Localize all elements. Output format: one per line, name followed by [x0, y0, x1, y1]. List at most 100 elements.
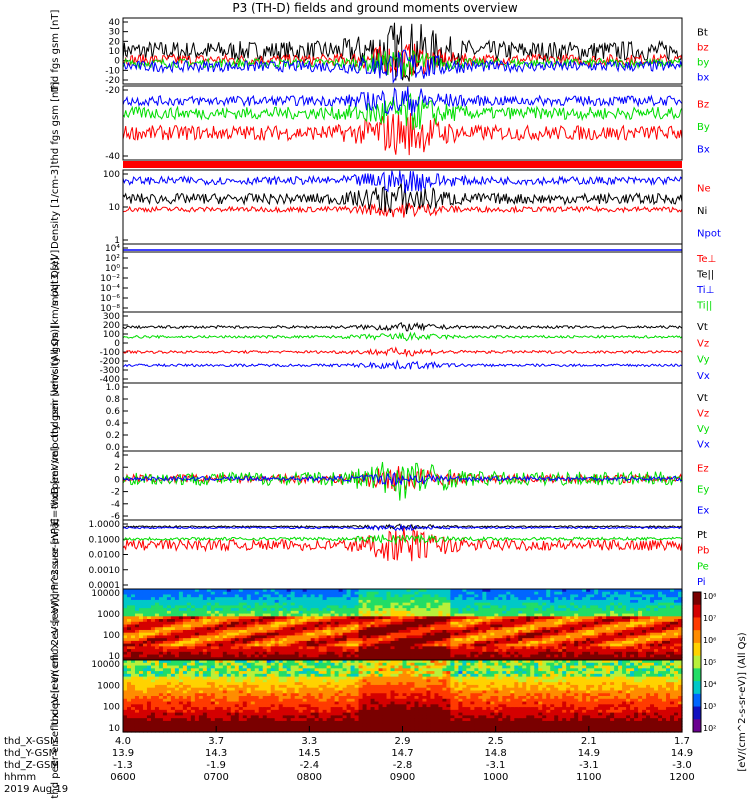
- spectrogram-cell: [286, 660, 292, 664]
- spectrogram-cell: [638, 657, 643, 661]
- spectrogram-cell: [490, 599, 495, 604]
- spectrogram-cell: [638, 613, 643, 617]
- spectrogram-cell: [266, 690, 272, 694]
- spectrogram-cell: [298, 619, 304, 623]
- spectrogram-cell: [138, 597, 144, 601]
- spectrogram-cell: [378, 657, 384, 661]
- spectrogram-cell: [186, 704, 192, 708]
- spectrogram-cell: [602, 599, 607, 604]
- spectrogram-cell: [138, 676, 144, 680]
- spectrogram-cell: [230, 676, 236, 680]
- spectrogram-cell: [382, 640, 388, 645]
- spectrogram-cell: [130, 638, 136, 642]
- spectrogram-cell: [578, 589, 583, 593]
- spectrogram-cell: [130, 646, 136, 650]
- spectrogram-cell: [634, 632, 639, 637]
- spectrogram-cell: [278, 729, 284, 733]
- spectrogram-cell: [306, 605, 312, 609]
- y-tick-label: 200: [103, 321, 120, 331]
- spectrogram-cell: [642, 638, 647, 642]
- spectrogram-cell: [198, 718, 204, 722]
- spectrogram-cell: [170, 720, 176, 725]
- spectrogram-cell: [486, 594, 491, 598]
- spectrogram-cell: [586, 608, 591, 612]
- spectrogram-cell: [498, 602, 503, 606]
- spectrogram-cell: [542, 632, 547, 637]
- spectrogram-cell: [498, 591, 503, 596]
- spectrogram-cell: [454, 610, 459, 615]
- spectrogram-cell: [130, 651, 136, 656]
- spectrogram-cell: [658, 613, 663, 617]
- spectrogram-cell: [374, 638, 380, 642]
- spectrogram-cell: [158, 632, 164, 637]
- spectrogram-cell: [290, 698, 296, 703]
- spectrogram-cell: [206, 613, 212, 617]
- spectrogram-cell: [206, 591, 212, 596]
- spectrogram-cell: [182, 627, 188, 631]
- spectrogram-cell: [602, 640, 607, 645]
- spectrogram-cell: [570, 643, 575, 647]
- spectrogram-cell: [426, 597, 432, 601]
- spectrogram-cell: [234, 646, 240, 650]
- spectrogram-cell: [594, 597, 599, 601]
- spectrogram-cell: [534, 657, 539, 661]
- spectrogram-cell: [542, 621, 547, 626]
- spectrogram-cell: [322, 646, 328, 650]
- spectrogram-cell: [170, 676, 176, 680]
- spectrogram-cell: [542, 627, 547, 631]
- spectrogram-cell: [382, 591, 388, 596]
- spectrogram-cell: [674, 627, 679, 631]
- spectrogram-cell: [270, 679, 276, 683]
- spectrogram-cell: [254, 726, 260, 730]
- spectrogram-cell: [170, 687, 176, 692]
- spectrogram-cell: [178, 712, 184, 716]
- spectrogram-cell: [154, 665, 160, 669]
- spectrogram-cell: [218, 712, 224, 716]
- legend-entry: Pb: [697, 546, 709, 557]
- spectrogram-cell: [222, 627, 228, 631]
- spectrogram-cell: [294, 599, 300, 604]
- spectrogram-cell: [578, 594, 583, 598]
- spectrogram-cell: [310, 649, 316, 653]
- spectrogram-cell: [510, 624, 515, 628]
- spectrogram-cell: [482, 619, 487, 623]
- spectrogram-cell: [446, 643, 452, 647]
- spectrogram-cell: [326, 635, 332, 639]
- spectrogram-cell: [426, 638, 432, 642]
- spectrogram-cell: [290, 684, 296, 689]
- spectrogram-cell: [298, 635, 304, 639]
- spectrogram-cell: [518, 643, 523, 647]
- spectrogram-cell: [302, 629, 308, 634]
- spectrogram-cell: [674, 643, 679, 647]
- spectrogram-cell: [494, 640, 499, 645]
- spectrogram-cell: [638, 621, 643, 626]
- spectrogram-cell: [130, 597, 136, 601]
- spectrogram-cell: [594, 638, 599, 642]
- spectrogram-cell: [282, 638, 288, 642]
- y-tick-label: 10: [109, 652, 121, 662]
- spectrogram-cell: [162, 651, 168, 656]
- spectrogram-cell: [254, 616, 260, 620]
- spectrogram-cell: [406, 646, 412, 650]
- spectrogram-cell: [174, 654, 180, 658]
- spectrogram-cell: [123, 696, 128, 700]
- spectrogram-cell: [522, 629, 527, 634]
- spectrogram-cell: [294, 635, 300, 639]
- spectrogram-cell: [198, 665, 204, 669]
- spectrogram-cell: [514, 629, 519, 634]
- spectrogram-cell: [574, 629, 579, 634]
- spectrogram-cell: [138, 729, 144, 733]
- spectrogram-cell: [294, 613, 300, 617]
- spectrogram-cell: [202, 671, 208, 675]
- spectrogram-cell: [674, 599, 679, 604]
- spectrogram-cell: [466, 651, 471, 656]
- spectrogram-cell: [182, 638, 188, 642]
- spectrogram-cell: [123, 632, 128, 637]
- spectrogram-cell: [242, 671, 248, 675]
- spectrogram-cell: [158, 654, 164, 658]
- spectrogram-cell: [454, 635, 459, 639]
- spectrogram-cell: [586, 651, 591, 656]
- spectrogram-cell: [638, 605, 643, 609]
- spectrogram-cell: [154, 723, 160, 728]
- spectrogram-cell: [518, 605, 523, 609]
